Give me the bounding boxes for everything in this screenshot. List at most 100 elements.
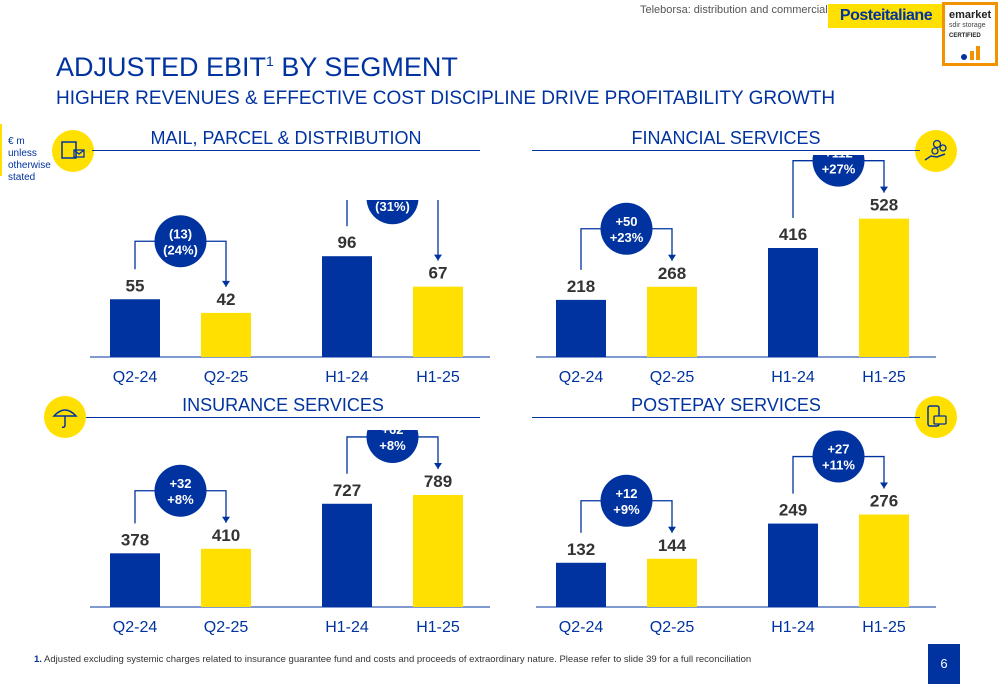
bar bbox=[322, 256, 372, 357]
bar-value-label: 55 bbox=[126, 276, 145, 295]
unit-note-accent bbox=[0, 124, 2, 176]
x-tick-label: Q2-25 bbox=[204, 619, 249, 636]
coins-hand-icon bbox=[915, 130, 957, 172]
chart-svg: 218 Q2-24 268 Q2-25 +50+23% 416 H1-24 528 H1-25 +… bbox=[536, 155, 936, 386]
x-tick-label: Q2-24 bbox=[559, 619, 604, 636]
panel-rule-financial bbox=[532, 150, 920, 151]
x-tick-label: H1-24 bbox=[325, 619, 369, 636]
bar-value-label: 96 bbox=[338, 233, 357, 252]
bar bbox=[413, 494, 463, 607]
bar bbox=[647, 286, 697, 357]
bar-value-label: 276 bbox=[870, 492, 898, 511]
emarket-line3: CERTIFIED bbox=[949, 33, 981, 39]
page-number: 6 bbox=[928, 644, 960, 684]
x-tick-label: Q2-25 bbox=[650, 619, 695, 636]
delta-abs-label: +62 bbox=[381, 430, 403, 437]
bar bbox=[859, 218, 909, 357]
delta-bubble bbox=[154, 464, 207, 517]
panel-title-financial: FINANCIAL SERVICES bbox=[631, 128, 821, 148]
x-tick-label: H1-25 bbox=[862, 369, 906, 386]
bar-value-label: 378 bbox=[121, 530, 149, 549]
bar bbox=[556, 299, 606, 357]
delta-pct-label: +11% bbox=[822, 458, 855, 473]
bar-value-label: 268 bbox=[658, 264, 686, 283]
bar bbox=[859, 514, 909, 607]
delta-pct-label: (31%) bbox=[375, 200, 410, 214]
bar-value-label: 727 bbox=[333, 481, 361, 500]
delta-arrowhead bbox=[434, 254, 442, 261]
delta-arrowhead bbox=[434, 462, 442, 469]
delta-connector bbox=[346, 200, 439, 261]
bar-value-label: 144 bbox=[658, 536, 687, 555]
delta-arrowhead bbox=[222, 280, 230, 287]
x-tick-label: H1-24 bbox=[771, 369, 815, 386]
panel-rule-mail bbox=[92, 150, 480, 151]
footnote: 1. Adjusted excluding systemic charges r… bbox=[34, 654, 752, 665]
chart-svg: 378Q2-24410Q2-25+32+8%727H1-24789H1-25+6… bbox=[90, 430, 490, 636]
panel-title-postepay: POSTEPAY SERVICES bbox=[631, 395, 821, 415]
bar-value-label: 132 bbox=[567, 540, 595, 559]
bar bbox=[110, 299, 160, 357]
delta-pct-label: (24%) bbox=[163, 242, 198, 257]
umbrella-icon bbox=[44, 396, 86, 438]
emarket-storage-badge: emarket sdir storage CERTIFIED bbox=[942, 2, 998, 66]
poste-italiane-logo: Posteitaliane bbox=[828, 4, 944, 28]
delta-bubble bbox=[366, 430, 419, 463]
emarket-line2: sdir storage bbox=[949, 22, 986, 29]
x-tick-label: Q2-24 bbox=[559, 369, 604, 386]
unit-note: € m unless otherwise stated bbox=[8, 136, 51, 183]
emarket-line1: emarket bbox=[949, 9, 992, 21]
phone-card-icon bbox=[915, 396, 957, 438]
x-tick-label: H1-25 bbox=[416, 619, 460, 636]
delta-abs-label: (13) bbox=[169, 226, 192, 241]
bar-value-label: 528 bbox=[870, 196, 898, 215]
delta-bubble bbox=[812, 155, 865, 187]
delta-arrowhead bbox=[668, 254, 676, 261]
bar-value-label: 410 bbox=[212, 526, 240, 545]
delta-bubble bbox=[812, 430, 865, 483]
chart-svg: 132 Q2-24 144 Q2-25 +12+9% 249 H1-24 276 H1-25 +2… bbox=[536, 430, 936, 636]
delta-arrowhead bbox=[668, 526, 676, 533]
x-tick-label: H1-25 bbox=[862, 619, 906, 636]
delta-pct-label: +8% bbox=[167, 492, 194, 507]
x-tick-label: Q2-25 bbox=[650, 369, 695, 386]
delta-abs-label: +27 bbox=[827, 442, 849, 457]
bar-value-label: 789 bbox=[424, 472, 452, 491]
delta-pct-label: +9% bbox=[613, 502, 640, 517]
delta-bubble bbox=[154, 215, 207, 268]
bar bbox=[110, 553, 160, 607]
delta-pct-label: +27% bbox=[822, 162, 856, 177]
delta-pct-label: +8% bbox=[379, 438, 406, 453]
bar bbox=[647, 558, 697, 607]
parcel-icon bbox=[52, 130, 94, 172]
x-tick-label: H1-24 bbox=[325, 369, 369, 386]
x-tick-label: Q2-24 bbox=[113, 369, 158, 386]
bar bbox=[201, 548, 251, 607]
bar-value-label: 42 bbox=[217, 290, 236, 309]
delta-bubble bbox=[600, 474, 653, 527]
chart-svg: 55Q2-2442Q2-25(13)(24%)96H1-2467H1-25(29… bbox=[90, 200, 490, 386]
page-title: ADJUSTED EBIT1 BY SEGMENT bbox=[56, 52, 458, 82]
panel-rule-postepay bbox=[532, 417, 920, 418]
x-tick-label: H1-25 bbox=[416, 369, 460, 386]
delta-abs-label: +112 bbox=[824, 155, 853, 161]
panel-title-mail: MAIL, PARCEL & DISTRIBUTION bbox=[150, 128, 422, 148]
bar-value-label: 249 bbox=[779, 501, 807, 520]
delta-arrowhead bbox=[222, 516, 230, 523]
x-tick-label: Q2-24 bbox=[113, 619, 158, 636]
delta-abs-label: +12 bbox=[615, 486, 637, 501]
emarket-bars-icon bbox=[961, 46, 980, 60]
bar bbox=[322, 503, 372, 607]
x-tick-label: H1-24 bbox=[771, 619, 815, 636]
x-tick-label: Q2-25 bbox=[204, 369, 249, 386]
delta-arrowhead bbox=[880, 186, 888, 193]
delta-arrowhead bbox=[880, 482, 888, 489]
title-footnote-mark: 1 bbox=[266, 53, 274, 69]
bar-value-label: 218 bbox=[567, 277, 595, 296]
panel-title-insurance: INSURANCE SERVICES bbox=[182, 395, 384, 415]
bar bbox=[413, 286, 463, 357]
bar bbox=[768, 248, 818, 357]
delta-bubble bbox=[366, 200, 419, 225]
page-subtitle: HIGHER REVENUES & EFFECTIVE COST DISCIPL… bbox=[56, 88, 836, 109]
bar-value-label: 416 bbox=[779, 225, 807, 244]
